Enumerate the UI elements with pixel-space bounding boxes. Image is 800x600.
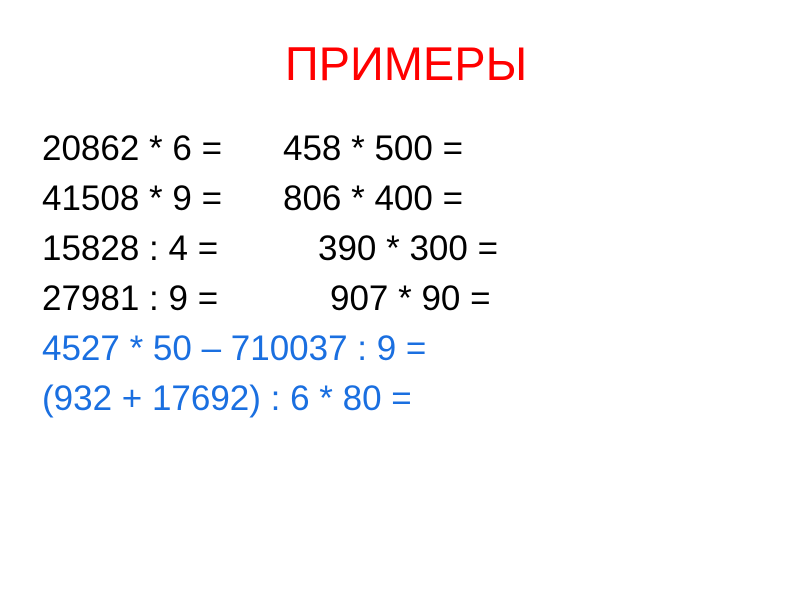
- example-left-1: 20862 * 6 =: [42, 129, 223, 168]
- example-right-4: 907 * 90 =: [330, 279, 491, 318]
- expression-1: 4527 * 50 – 710037 : 9 =: [42, 329, 427, 368]
- example-right-1: 458 * 500 =: [283, 129, 464, 168]
- slide-title: ПРИМЕРЫ: [284, 37, 528, 90]
- example-left-2: 41508 * 9 =: [42, 179, 223, 218]
- example-left-3: 15828 : 4 =: [42, 229, 219, 268]
- example-right-2: 806 * 400 =: [283, 179, 464, 218]
- example-right-3: 390 * 300 =: [318, 229, 499, 268]
- example-left-4: 27981 : 9 =: [42, 279, 219, 318]
- expression-2: (932 + 17692) : 6 * 80 =: [42, 379, 412, 418]
